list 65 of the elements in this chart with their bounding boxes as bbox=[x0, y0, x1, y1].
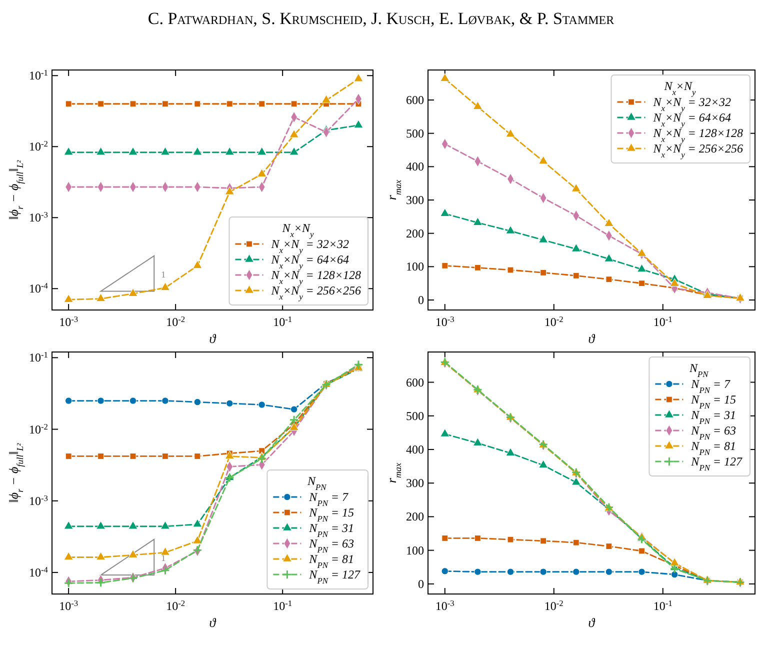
legend-title: N$_{x}$×N$_{y}$ bbox=[281, 221, 314, 238]
x-tick-label: 10$^{-2}$ bbox=[544, 314, 564, 329]
y-tick-label: 10$^{-1}$ bbox=[29, 68, 48, 83]
x-axis-title: ϑ bbox=[588, 615, 596, 630]
y-tick-label: 500 bbox=[406, 408, 424, 423]
legend-title: N$_{x}$×N$_{y}$ bbox=[663, 79, 696, 96]
y-tick-label: 100 bbox=[406, 260, 424, 274]
y-tick-label: 300 bbox=[406, 476, 424, 490]
y-tick-label: 300 bbox=[406, 193, 424, 207]
legend-label: N$_{PN}$ = 7 bbox=[308, 490, 349, 508]
x-axis-title: ϑ bbox=[209, 331, 216, 346]
x-tick-label: 10$^{-1}$ bbox=[273, 314, 292, 329]
y-tick-label: 10$^{-4}$ bbox=[29, 281, 49, 296]
annotation: 1 bbox=[161, 553, 166, 564]
y-tick-label: 500 bbox=[406, 126, 424, 140]
y-tick-label: 0 bbox=[418, 293, 424, 307]
x-axis-title: ϑ bbox=[588, 331, 596, 346]
legend-label: N$_{PN}$ = 63 bbox=[308, 536, 354, 554]
legend-label: N$_{PN}$ = 7 bbox=[690, 377, 731, 394]
annotation: 1 bbox=[161, 269, 166, 280]
y-tick-label: 10$^{-2}$ bbox=[29, 139, 48, 154]
x-tick-label: 10$^{-1}$ bbox=[653, 598, 672, 613]
y-tick-label: 200 bbox=[406, 510, 424, 524]
x-tick-label: 10$^{-1}$ bbox=[653, 314, 672, 329]
legend-label: N$_{x}$×N$_{y}$ = 128×128 bbox=[270, 268, 361, 286]
legend-label: N$_{PN}$ = 31 bbox=[690, 408, 736, 426]
y-tick-label: 400 bbox=[406, 442, 424, 456]
legend-label: N$_{x}$×N$_{y}$ = 64×64 bbox=[270, 252, 349, 270]
x-tick-label: 10$^{-3}$ bbox=[59, 598, 78, 613]
x-tick-label: 10$^{-3}$ bbox=[59, 314, 78, 329]
legend-title: N$_{PN}$ bbox=[688, 361, 709, 378]
y-tick-label: 400 bbox=[406, 160, 424, 174]
x-tick-label: 10$^{-2}$ bbox=[166, 598, 186, 613]
legend-label: N$_{x}$×N$_{y}$ = 256×256 bbox=[652, 142, 743, 159]
legend-label: N$_{PN}$ = 81 bbox=[308, 552, 354, 570]
y-tick-label: 10$^{-3}$ bbox=[29, 493, 48, 508]
y-tick-label: 10$^{-2}$ bbox=[29, 422, 48, 436]
legend-label: N$_{PN}$ = 127 bbox=[690, 454, 743, 472]
y-tick-label: 10$^{-3}$ bbox=[29, 210, 48, 225]
legend-label: N$_{PN}$ = 127 bbox=[308, 568, 361, 585]
legend-label: N$_{PN}$ = 63 bbox=[690, 424, 736, 441]
legend-label: N$_{x}$×N$_{y}$ = 256×256 bbox=[270, 284, 361, 301]
legend-label: N$_{PN}$ = 81 bbox=[690, 439, 736, 456]
y-tick-label: 0 bbox=[418, 576, 424, 591]
x-tick-label: 10$^{-2}$ bbox=[166, 314, 186, 329]
y-tick-label: 10$^{-1}$ bbox=[29, 350, 48, 365]
x-tick-label: 10$^{-3}$ bbox=[435, 314, 454, 329]
legend-label: N$_{x}$×N$_{y}$ = 128×128 bbox=[652, 126, 743, 144]
x-axis-title: ϑ bbox=[209, 615, 216, 630]
legend-label: N$_{PN}$ = 15 bbox=[690, 392, 736, 410]
legend-label: N$_{x}$×N$_{y}$ = 32×32 bbox=[652, 95, 731, 112]
y-tick-label: 600 bbox=[406, 93, 424, 107]
y-tick-label: 200 bbox=[406, 226, 424, 240]
legend-label: N$_{PN}$ = 15 bbox=[308, 506, 354, 523]
y-tick-label: 100 bbox=[406, 543, 424, 558]
legend-label: N$_{x}$×N$_{y}$ = 32×32 bbox=[270, 237, 349, 254]
x-tick-label: 10$^{-3}$ bbox=[435, 598, 454, 613]
legend-label: N$_{PN}$ = 31 bbox=[308, 521, 354, 538]
x-tick-label: 10$^{-1}$ bbox=[273, 598, 292, 613]
x-tick-label: 10$^{-2}$ bbox=[544, 598, 564, 613]
y-tick-label: 600 bbox=[406, 375, 424, 390]
legend-label: N$_{x}$×N$_{y}$ = 64×64 bbox=[652, 110, 731, 128]
legend-title: N$_{PN}$ bbox=[306, 474, 327, 492]
y-tick-label: 10$^{-4}$ bbox=[29, 564, 49, 580]
text: C. Patwardhan, S. Krumscheid, J. Kusch, E. Løvbak, & P. Stammer bbox=[148, 9, 614, 28]
